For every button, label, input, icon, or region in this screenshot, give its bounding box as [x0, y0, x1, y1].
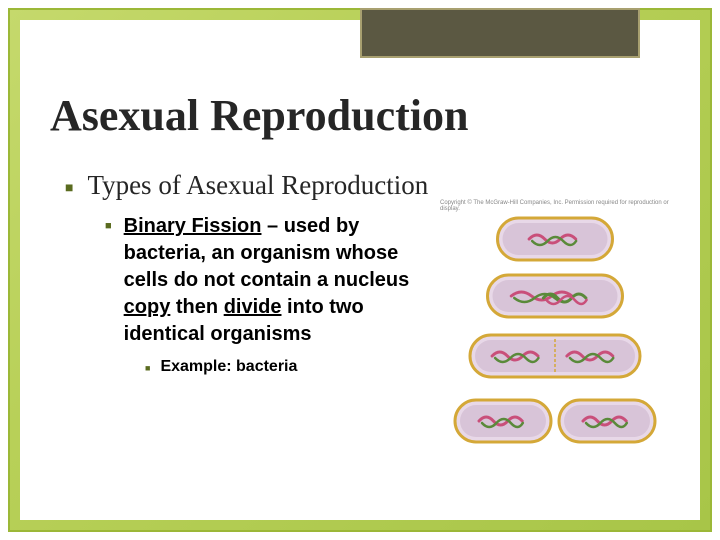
def-part2: then	[170, 296, 223, 318]
binary-fission-diagram: Copyright © The McGraw-Hill Companies, I…	[440, 200, 670, 470]
copyright-text: Copyright © The McGraw-Hill Companies, I…	[440, 200, 670, 212]
bullet-marker: ■	[65, 179, 73, 195]
slide-content-area: Asexual Reproduction ■ Types of Asexual …	[20, 20, 700, 520]
bullet-marker: ■	[145, 363, 150, 373]
term: Binary Fission	[124, 215, 262, 237]
example-text: Example: bacteria	[160, 358, 297, 376]
def-u1: copy	[124, 296, 171, 318]
subtitle-text: Types of Asexual Reproduction	[87, 170, 428, 201]
slide-title: Asexual Reproduction	[50, 90, 468, 141]
slide-background: Asexual Reproduction ■ Types of Asexual …	[8, 8, 712, 532]
diagram-svg	[440, 200, 670, 470]
def-u2: divide	[224, 296, 282, 318]
bullet-level-1: ■ Types of Asexual Reproduction	[65, 170, 680, 201]
accent-box	[360, 8, 640, 58]
bullet-marker: ■	[105, 220, 112, 232]
definition-text: Binary Fission – used by bacteria, an or…	[124, 213, 414, 348]
